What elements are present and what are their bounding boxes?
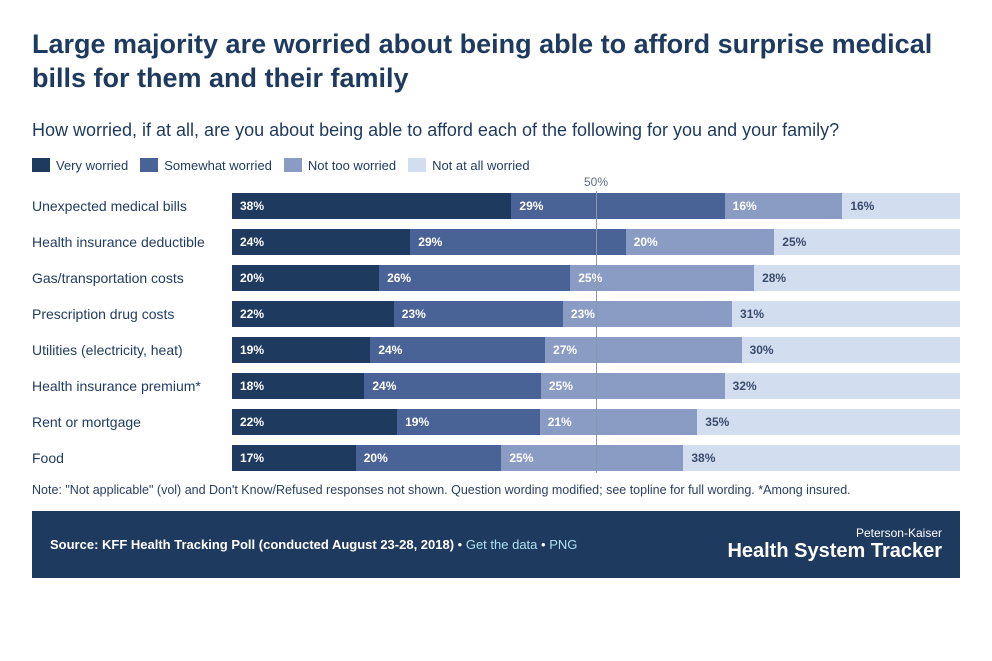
bar-segment: 25% xyxy=(541,373,725,399)
row-label: Prescription drug costs xyxy=(32,306,232,322)
axis-midline xyxy=(596,191,597,473)
legend: Very worried Somewhat worried Not too worr… xyxy=(32,158,960,173)
legend-label: Very worried xyxy=(56,158,128,173)
bar-segment: 24% xyxy=(232,229,410,255)
footer-brand-top: Peterson-Kaiser xyxy=(727,527,942,540)
chart-title: Large majority are worried about being a… xyxy=(32,28,960,96)
legend-swatch xyxy=(284,158,302,172)
footer-source-prefix: Source: xyxy=(50,537,102,552)
chart-row: Health insurance premium*18%24%25%32% xyxy=(32,371,960,401)
bar-segment: 21% xyxy=(540,409,698,435)
bar-segment: 19% xyxy=(397,409,540,435)
footer-brand-bottom: Health System Tracker xyxy=(727,540,942,562)
row-label: Health insurance premium* xyxy=(32,378,232,394)
bar-segment: 17% xyxy=(232,445,356,471)
row-label: Rent or mortgage xyxy=(32,414,232,430)
row-label: Health insurance deductible xyxy=(32,234,232,250)
bar-segment: 25% xyxy=(501,445,683,471)
row-label: Utilities (electricity, heat) xyxy=(32,342,232,358)
chart-subtitle: How worried, if at all, are you about be… xyxy=(32,118,960,142)
bar-segment: 25% xyxy=(774,229,960,255)
bar-segment: 24% xyxy=(364,373,540,399)
footer-source: Source: KFF Health Tracking Poll (conduc… xyxy=(50,537,577,552)
bar-segment: 22% xyxy=(232,409,397,435)
bar-segment: 18% xyxy=(232,373,364,399)
bar-segment: 16% xyxy=(725,193,843,219)
chart-row: Prescription drug costs22%23%23%31% xyxy=(32,299,960,329)
legend-swatch xyxy=(408,158,426,172)
bar-segment: 20% xyxy=(626,229,775,255)
chart-row: Rent or mortgage22%19%21%35% xyxy=(32,407,960,437)
bar-segment: 27% xyxy=(545,337,742,363)
bar-segment: 26% xyxy=(379,265,570,291)
chart-row: Food17%20%25%38% xyxy=(32,443,960,473)
footer-sep: • xyxy=(454,537,466,552)
chart-row: Utilities (electricity, heat)19%24%27%30… xyxy=(32,335,960,365)
chart: 50% Unexpected medical bills38%29%16%16%… xyxy=(32,191,960,473)
bar-segment: 29% xyxy=(410,229,625,255)
bar-segment: 30% xyxy=(742,337,960,363)
bar-segment: 29% xyxy=(511,193,724,219)
bar-segment: 25% xyxy=(570,265,754,291)
bar-segment: 22% xyxy=(232,301,394,327)
footer-sep: • xyxy=(537,537,549,552)
bar-segment: 38% xyxy=(683,445,960,471)
row-label: Gas/transportation costs xyxy=(32,270,232,286)
chart-note: Note: "Not applicable" (vol) and Don't K… xyxy=(32,483,960,497)
bar-segment: 32% xyxy=(725,373,960,399)
chart-row: Unexpected medical bills38%29%16%16% xyxy=(32,191,960,221)
bar-segment: 24% xyxy=(370,337,545,363)
legend-item: Very worried xyxy=(32,158,128,173)
legend-item: Somewhat worried xyxy=(140,158,272,173)
legend-label: Not at all worried xyxy=(432,158,530,173)
footer-source-text: KFF Health Tracking Poll (conducted Augu… xyxy=(102,537,454,552)
get-the-data-link[interactable]: Get the data xyxy=(466,537,538,552)
chart-rows: Unexpected medical bills38%29%16%16%Heal… xyxy=(32,191,960,473)
png-link[interactable]: PNG xyxy=(549,537,577,552)
legend-swatch xyxy=(32,158,50,172)
legend-label: Somewhat worried xyxy=(164,158,272,173)
chart-row: Health insurance deductible24%29%20%25% xyxy=(32,227,960,257)
footer-brand: Peterson-Kaiser Health System Tracker xyxy=(727,527,942,562)
bar-segment: 20% xyxy=(356,445,502,471)
bar-segment: 23% xyxy=(563,301,732,327)
bar-segment: 23% xyxy=(394,301,563,327)
chart-row: Gas/transportation costs20%26%25%28% xyxy=(32,263,960,293)
row-label: Food xyxy=(32,450,232,466)
legend-label: Not too worried xyxy=(308,158,396,173)
bar-segment: 19% xyxy=(232,337,370,363)
row-label: Unexpected medical bills xyxy=(32,198,232,214)
bar-segment: 31% xyxy=(732,301,960,327)
legend-item: Not at all worried xyxy=(408,158,530,173)
bar-segment: 28% xyxy=(754,265,960,291)
legend-swatch xyxy=(140,158,158,172)
bar-segment: 38% xyxy=(232,193,511,219)
bar-segment: 20% xyxy=(232,265,379,291)
axis-midpoint-label: 50% xyxy=(584,175,608,189)
footer: Source: KFF Health Tracking Poll (conduc… xyxy=(32,511,960,578)
legend-item: Not too worried xyxy=(284,158,396,173)
bar-segment: 16% xyxy=(842,193,960,219)
bar-segment: 35% xyxy=(697,409,960,435)
